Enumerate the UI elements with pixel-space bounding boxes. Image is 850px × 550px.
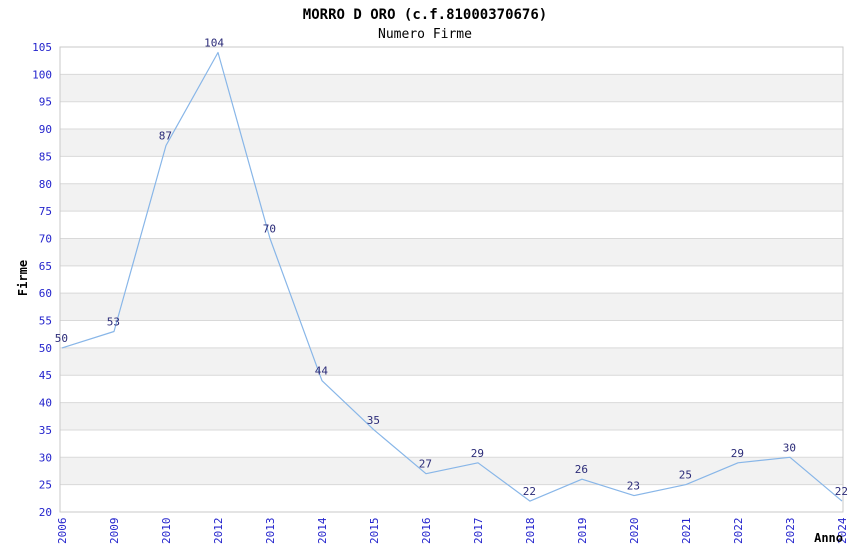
y-tick-label: 75 — [39, 205, 52, 218]
data-point-label: 29 — [731, 447, 744, 460]
y-axis-title: Firme — [16, 260, 30, 296]
x-tick-label: 2020 — [628, 518, 641, 545]
band-stripe — [60, 129, 843, 157]
x-axis-title: Anno — [814, 531, 843, 545]
y-tick-label: 85 — [39, 150, 52, 163]
plot-border — [59, 46, 844, 513]
alternating-bands — [60, 74, 843, 485]
y-axis-tick-labels: 20 25 30 35 40 45 50 55 60 65 70 75 80 85 90 95 100 105 — [32, 41, 52, 519]
x-tick-label: 2012 — [212, 518, 225, 545]
data-point-labels: 50 53 87 104 70 44 35 27 29 22 26 23 25 29 30 22 — [55, 36, 848, 498]
y-tick-label: 95 — [39, 96, 52, 109]
data-point-label: 53 — [107, 315, 120, 328]
x-tick-label: 2024 — [836, 517, 849, 544]
band-stripe — [60, 293, 843, 321]
y-tick-label: 90 — [39, 123, 52, 136]
y-tick-label: 45 — [39, 369, 52, 382]
y-tick-label: 65 — [39, 260, 52, 273]
x-tick-label: 2013 — [264, 518, 277, 545]
chart-subtitle: Numero Firme — [378, 27, 472, 42]
data-point-label: 44 — [315, 365, 329, 378]
x-tick-label: 2019 — [576, 518, 589, 545]
data-point-label: 35 — [367, 414, 380, 427]
y-tick-label: 70 — [39, 232, 52, 245]
x-tick-label: 2022 — [732, 518, 745, 545]
x-tick-label: 2021 — [680, 518, 693, 545]
y-tick-label: 80 — [39, 178, 52, 191]
y-tick-label: 40 — [39, 397, 52, 410]
y-tick-label: 25 — [39, 479, 52, 492]
x-tick-label: 2016 — [420, 518, 433, 545]
y-tick-label: 105 — [32, 41, 52, 54]
band-stripe — [60, 457, 843, 485]
y-tick-label: 35 — [39, 424, 52, 437]
y-tick-label: 60 — [39, 287, 52, 300]
x-tick-label: 2023 — [784, 518, 797, 545]
x-tick-label: 2009 — [108, 518, 121, 545]
x-tick-label: 2010 — [160, 518, 173, 545]
x-tick-label: 2015 — [368, 518, 381, 545]
data-point-label: 87 — [159, 129, 172, 142]
x-tick-label: 2018 — [524, 518, 537, 545]
data-point-label: 22 — [523, 485, 536, 498]
y-tick-label: 50 — [39, 342, 52, 355]
x-tick-label: 2006 — [56, 518, 69, 545]
x-tick-label: 2014 — [316, 517, 329, 544]
band-stripe — [60, 238, 843, 266]
band-stripe — [60, 74, 843, 102]
x-axis-tick-labels: 2006 2009 2010 2012 2013 2014 2015 2016 2017 2018… — [56, 517, 849, 544]
data-point-label: 26 — [575, 463, 588, 476]
data-point-label: 104 — [204, 36, 224, 49]
firme-series-line — [61, 51, 843, 502]
data-point-label: 70 — [263, 222, 276, 235]
chart-title: MORRO D ORO (c.f.81000370676) — [303, 7, 547, 23]
data-point-label: 50 — [55, 332, 68, 345]
x-tick-label: 2017 — [472, 518, 485, 545]
band-stripe — [60, 347, 843, 376]
band-stripe — [60, 402, 843, 430]
data-point-label: 25 — [679, 469, 692, 482]
data-point-label: 22 — [835, 485, 848, 498]
y-tick-label: 55 — [39, 315, 52, 328]
data-point-label: 27 — [419, 458, 432, 471]
y-tick-label: 20 — [39, 506, 52, 519]
data-point-label: 30 — [783, 441, 796, 454]
y-tick-label: 100 — [32, 68, 52, 81]
data-point-label: 23 — [627, 480, 640, 493]
gridlines — [60, 46, 843, 513]
data-line-series — [61, 51, 843, 502]
data-point-label: 29 — [471, 447, 484, 460]
band-stripe — [60, 183, 843, 212]
y-tick-label: 30 — [39, 451, 52, 464]
